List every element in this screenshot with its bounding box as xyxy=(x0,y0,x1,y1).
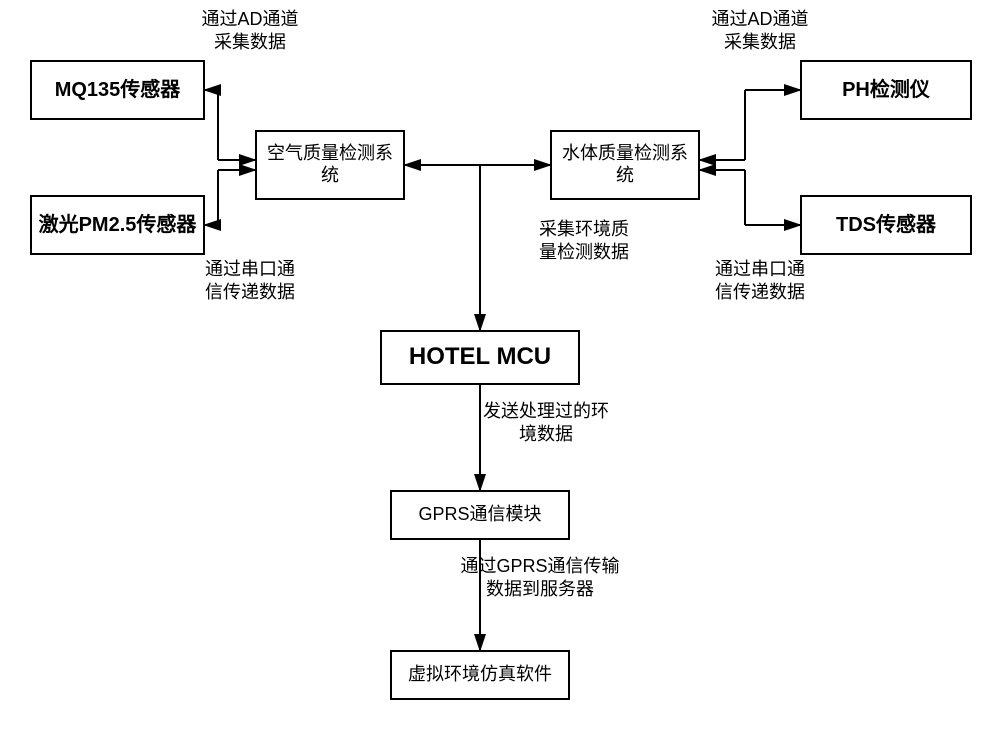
edge-label-serial-left: 通过串口通 信传递数据 xyxy=(150,258,350,305)
node-label: 激光PM2.5传感器 xyxy=(39,213,197,237)
node-pm25: 激光PM2.5传感器 xyxy=(30,195,205,255)
edge-label-collect: 采集环境质 量检测数据 xyxy=(489,218,679,265)
node-vsim: 虚拟环境仿真软件 xyxy=(390,650,570,700)
edge-label-ad-right: 通过AD通道 采集数据 xyxy=(660,8,860,55)
node-mcu: HOTEL MCU xyxy=(380,330,580,385)
edge-label-send: 发送处理过的环 境数据 xyxy=(426,400,666,447)
node-label: PH检测仪 xyxy=(842,78,930,102)
edge-label-ad-left: 通过AD通道 采集数据 xyxy=(150,8,350,55)
node-ph: PH检测仪 xyxy=(800,60,972,120)
node-label: GPRS通信模块 xyxy=(418,504,541,526)
node-label: 空气质量检测系 统 xyxy=(267,143,393,186)
node-tds: TDS传感器 xyxy=(800,195,972,255)
node-air: 空气质量检测系 统 xyxy=(255,130,405,200)
edge-label-serial-right: 通过串口通 信传递数据 xyxy=(660,258,860,305)
node-water: 水体质量检测系 统 xyxy=(550,130,700,200)
node-label: MQ135传感器 xyxy=(55,78,181,102)
diagram-canvas: MQ135传感器 激光PM2.5传感器 空气质量检测系 统 水体质量检测系 统 … xyxy=(0,0,1000,748)
node-label: TDS传感器 xyxy=(836,213,936,237)
node-mq135: MQ135传感器 xyxy=(30,60,205,120)
edge-label-gprs: 通过GPRS通信传输 数据到服务器 xyxy=(410,555,670,602)
node-gprs: GPRS通信模块 xyxy=(390,490,570,540)
node-label: HOTEL MCU xyxy=(409,343,551,372)
node-label: 水体质量检测系 统 xyxy=(562,143,688,186)
node-label: 虚拟环境仿真软件 xyxy=(408,664,552,686)
